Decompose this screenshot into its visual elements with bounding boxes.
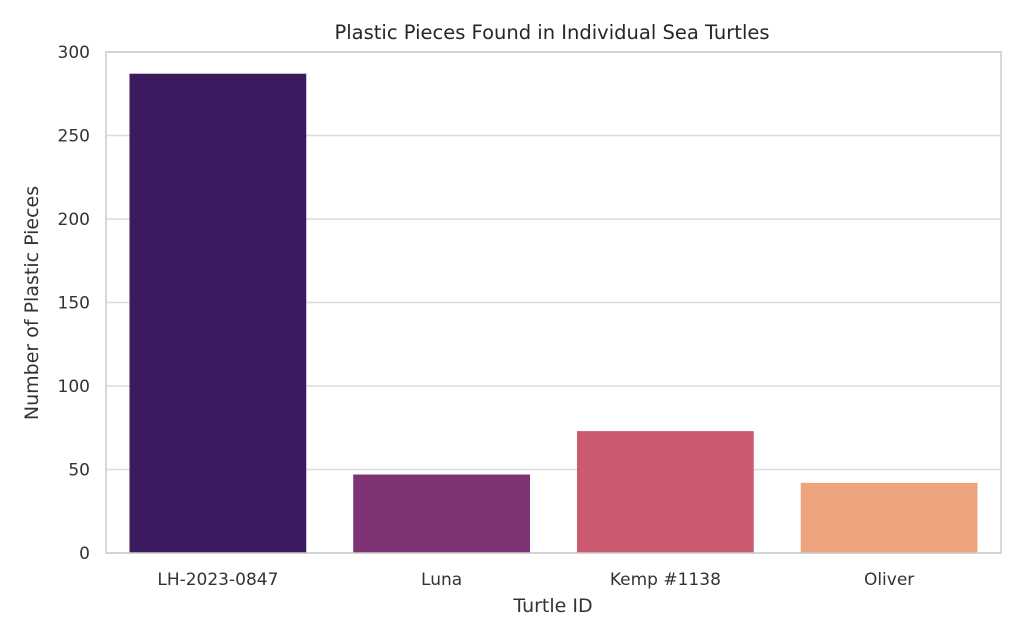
x-axis-label: Turtle ID xyxy=(512,595,592,617)
plot-frame xyxy=(105,51,1002,554)
x-tick-label-4: Oliver xyxy=(864,570,914,590)
y-axis-ticks: 0 50 100 150 200 250 300 xyxy=(58,43,90,564)
bar-1 xyxy=(129,73,307,554)
y-tick-label-150: 150 xyxy=(58,294,90,314)
x-tick-label-2: Luna xyxy=(421,570,462,590)
x-axis-ticks: LH-2023-0847 Luna Kemp #1138 Oliver xyxy=(157,570,914,590)
y-tick-label-200: 200 xyxy=(58,210,90,230)
y-tick-label-0: 0 xyxy=(79,544,90,564)
bar-3 xyxy=(576,431,754,553)
y-axis-label: Number of Plastic Pieces xyxy=(21,186,43,420)
bars xyxy=(129,73,978,554)
y-tick-label-50: 50 xyxy=(68,461,90,481)
x-tick-label-1: LH-2023-0847 xyxy=(157,570,278,590)
chart-title: Plastic Pieces Found in Individual Sea T… xyxy=(334,21,769,44)
bar-4 xyxy=(800,482,978,553)
y-tick-label-100: 100 xyxy=(58,377,90,397)
y-tick-label-300: 300 xyxy=(58,43,90,63)
y-tick-label-250: 250 xyxy=(58,127,90,147)
bar-2 xyxy=(353,474,531,553)
x-tick-label-3: Kemp #1138 xyxy=(610,570,721,590)
